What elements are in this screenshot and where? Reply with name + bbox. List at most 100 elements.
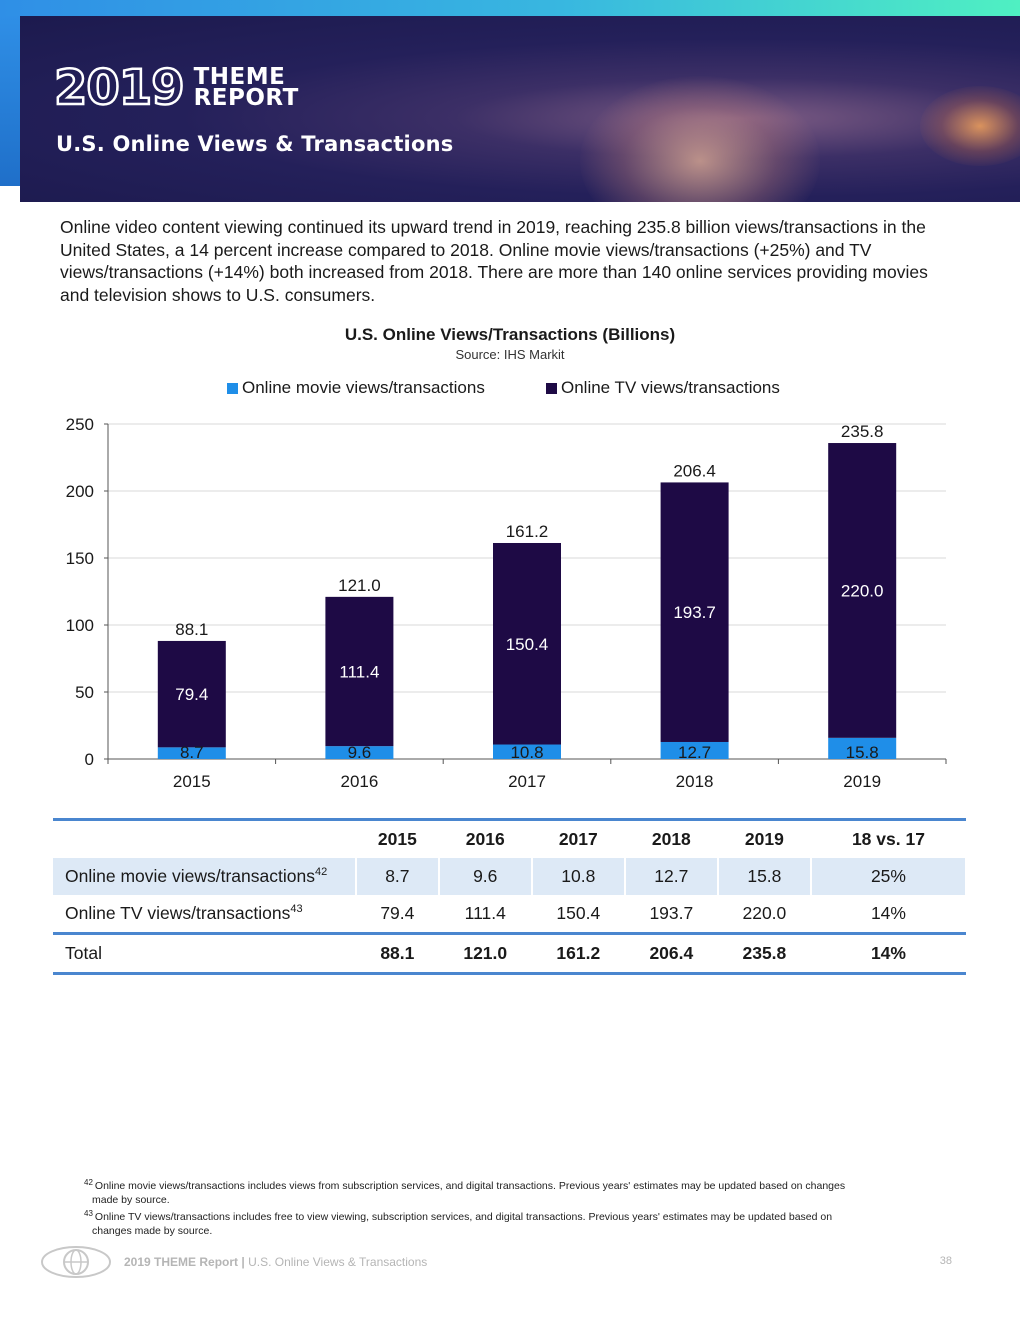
bar-movie-2018 [660,741,729,759]
table-header-cell: 2016 [465,829,505,849]
table-cell: 25% [810,858,968,895]
table-cell: 14% [870,943,906,963]
table-cell: 193.7 [649,903,694,923]
table-cell: 88.1 [380,943,415,963]
footer-section: U.S. Online Views & Transactions [248,1255,428,1269]
y-tick-label: 100 [66,616,94,635]
table-cell: 220.0 [742,903,787,923]
header-banner: 2019 THEME REPORT U.S. Online Views & Tr… [20,16,1020,202]
table-cell: 206.4 [649,943,694,963]
data-label-tv: 193.7 [673,603,716,622]
table-row-total: Total 88.1 121.0 161.2 206.4 235.8 14% [53,933,966,974]
legend-item-movie: Online movie views/transactions [227,378,485,398]
theme-report-logo: 2019 THEME REPORT [53,60,299,116]
data-label-movie: 12.7 [678,743,711,762]
y-tick-label: 150 [66,549,94,568]
page-footer: 2019 THEME Report | U.S. Online Views & … [0,1244,1020,1280]
y-tick-label: 250 [66,415,94,434]
table-row: Online movie views/transactions42 8.7 9.… [53,858,968,895]
table-row: Online TV views/transactions43 79.4 111.… [53,895,966,934]
footnote-ref: 42 [314,866,328,878]
table-cell: 121.0 [463,943,508,963]
bar-movie-2016 [325,746,394,759]
data-label-total: 88.1 [175,620,208,639]
footnotes: 42 Online movie views/transactions includ… [84,1176,944,1238]
x-tick-label: 2019 [843,772,881,791]
table-cell: 10.8 [531,858,626,895]
footnote-text: Online movie views/transactions includes… [94,1180,846,1192]
data-label-total: 235.8 [841,422,884,441]
legend-swatch-tv [546,382,557,394]
footnote-43: 43 Online TV views/transactions includes … [84,1207,944,1224]
left-accent-bar [0,16,20,186]
table-header-cell: 2017 [558,829,598,849]
footnote-43-continued: changes made by source. [92,1225,213,1237]
row-label: Total [65,943,102,963]
logo-year: 2019 [53,60,186,116]
legend-swatch-movie [227,382,238,394]
x-tick-label: 2018 [676,772,714,791]
page-title: U.S. Online Views & Transactions [56,132,454,156]
bar-movie-2017 [493,744,561,759]
data-label-tv: 150.4 [506,635,549,654]
footnote-number: 43 [84,1209,93,1218]
data-label-tv: 220.0 [841,581,884,600]
data-table: 2015 2016 2017 2018 2019 18 vs. 17 Onlin… [53,818,968,975]
footnote-ref: 43 [290,903,303,915]
data-label-movie: 15.8 [846,743,879,762]
table-cell: 150.4 [556,903,601,923]
data-label-movie: 9.6 [348,743,372,762]
table-cell: 79.4 [380,903,415,923]
table-cell: 14% [870,903,906,923]
y-tick-label: 200 [66,482,94,501]
row-label-text: Online movie views/transactions [65,866,315,886]
table-cell: 9.6 [438,858,533,895]
footnote-42: 42 Online movie views/transactions includ… [84,1176,944,1193]
table-cell: 8.7 [356,858,440,895]
data-label-total: 206.4 [673,461,716,480]
banner-photo-highlight [580,76,820,202]
table-header-cell: 2019 [744,829,784,849]
table-header-cell: 2015 [377,829,417,849]
bar-tv-2016 [325,596,394,747]
x-tick-label: 2017 [508,772,546,791]
bar-tv-2019 [828,443,897,738]
bar-tv-2018 [660,482,729,742]
footnote-number: 42 [84,1178,93,1187]
data-label-tv: 111.4 [339,662,379,681]
row-label: Online TV views/transactions43 [53,895,356,934]
y-tick-label: 0 [85,750,94,769]
data-label-tv: 79.4 [175,685,208,704]
table-header-cell: 2018 [651,829,691,849]
table-header-cell [53,820,356,859]
logo-word-theme: THEME [193,64,286,90]
top-accent-bar [0,0,1020,16]
chart-source: Source: IHS Markit [455,347,565,362]
banner-lamp-highlight [920,86,1020,166]
table-cell: 111.4 [464,903,506,923]
page-number: 38 [939,1255,952,1267]
table-header-row: 2015 2016 2017 2018 2019 18 vs. 17 [53,819,966,859]
bar-movie-2019 [828,737,897,759]
table-cell: 15.8 [717,858,812,895]
legend-label-movie: Online movie views/transactions [242,378,485,397]
footnote-text: Online TV views/transactions includes fr… [94,1211,833,1223]
y-tick-label: 50 [75,683,94,702]
data-label-movie: 8.7 [180,743,204,762]
legend-item-tv: Online TV views/transactions [546,378,780,398]
table-cell: 235.8 [742,943,787,963]
bar-tv-2017 [493,542,561,745]
legend-label-tv: Online TV views/transactions [561,378,780,397]
row-label-text: Online TV views/transactions [65,903,291,923]
chart-title: U.S. Online Views/Transactions (Billions… [344,325,676,344]
footnote-42-continued: made by source. [92,1194,170,1206]
row-label: Online movie views/transactions42 [53,858,357,895]
logo-word-report: REPORT [193,85,299,111]
data-label-movie: 10.8 [510,743,543,762]
table-cell: 161.2 [556,943,601,963]
data-label-total: 121.0 [338,576,381,595]
table-header-cell: 18 vs. 17 [851,829,925,849]
x-tick-label: 2015 [173,772,211,791]
logo-words: THEME REPORT [193,64,299,111]
data-label-total: 161.2 [506,522,549,541]
